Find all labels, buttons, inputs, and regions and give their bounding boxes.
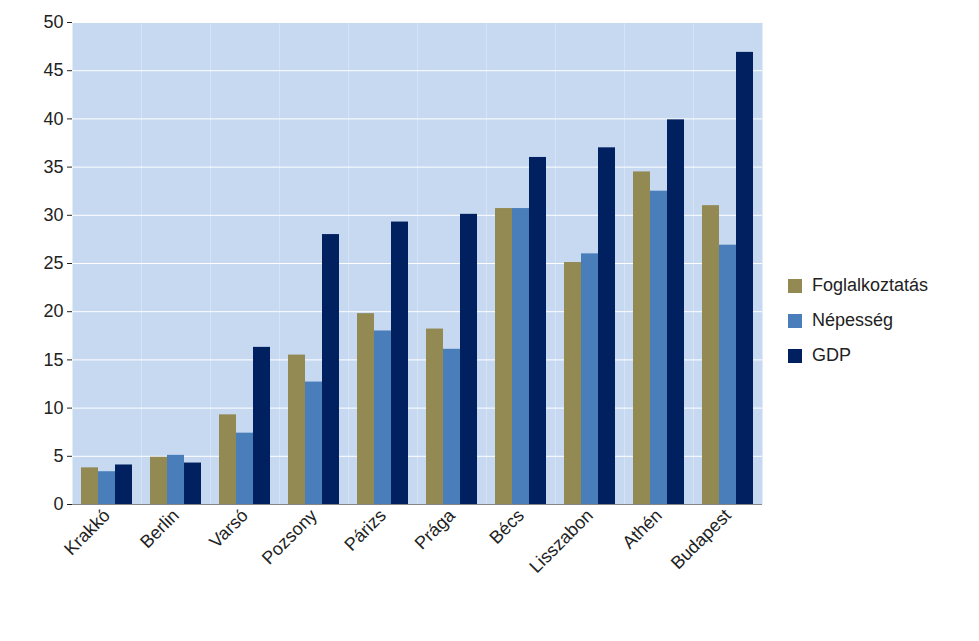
svg-text:Bécs: Bécs: [485, 505, 527, 547]
svg-text:Budapest: Budapest: [667, 505, 735, 573]
svg-text:50: 50: [43, 12, 63, 32]
svg-text:Berlin: Berlin: [136, 505, 183, 552]
svg-text:15: 15: [43, 350, 63, 370]
svg-text:0: 0: [53, 494, 63, 514]
svg-text:30: 30: [43, 205, 63, 225]
svg-text:Prága: Prága: [411, 505, 460, 554]
svg-text:Pozsony: Pozsony: [258, 505, 321, 568]
svg-text:35: 35: [43, 157, 63, 177]
html-text:Foglalkoztatás: Foglalkoztatás: [812, 275, 929, 295]
svg-text:Lisszabon: Lisszabon: [525, 505, 596, 576]
html-text:Népesség: Népesség: [812, 310, 894, 330]
svg-text:Varsó: Varsó: [205, 505, 251, 551]
svg-text:20: 20: [43, 301, 63, 321]
svg-text:10: 10: [43, 398, 63, 418]
svg-text:40: 40: [43, 109, 63, 129]
html-text:GDP: GDP: [812, 345, 851, 365]
svg-text:25: 25: [43, 253, 63, 273]
svg-text:5: 5: [53, 446, 63, 466]
svg-text:Krakkó: Krakkó: [60, 505, 114, 559]
svg-text:45: 45: [43, 60, 63, 80]
svg-text:Athén: Athén: [618, 505, 665, 552]
svg-text:Párizs: Párizs: [340, 505, 390, 555]
